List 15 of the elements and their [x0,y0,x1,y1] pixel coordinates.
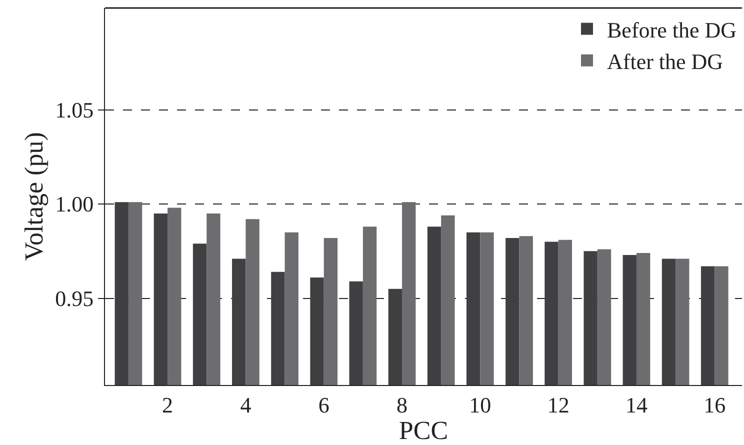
y-tick-label: 1.00 [55,192,94,217]
x-tick-label: 4 [240,392,252,418]
y-axis-title: Voltage (pu) [20,132,48,261]
x-tick-label: 16 [704,392,726,418]
y-tick-label: 0.95 [55,286,94,311]
x-tick-label: 12 [547,392,570,418]
x-tick-label: 10 [469,392,492,418]
x-tick-label: 8 [396,392,408,418]
x-tick-label: 2 [162,392,174,418]
legend-label: Before the DG [607,17,737,42]
x-tick-label: 14 [625,392,648,418]
legend-label: After the DG [607,48,724,74]
x-axis-title: PCC [398,416,448,445]
y-tick-label: 1.05 [55,97,94,122]
x-tick-label: 6 [318,392,330,418]
